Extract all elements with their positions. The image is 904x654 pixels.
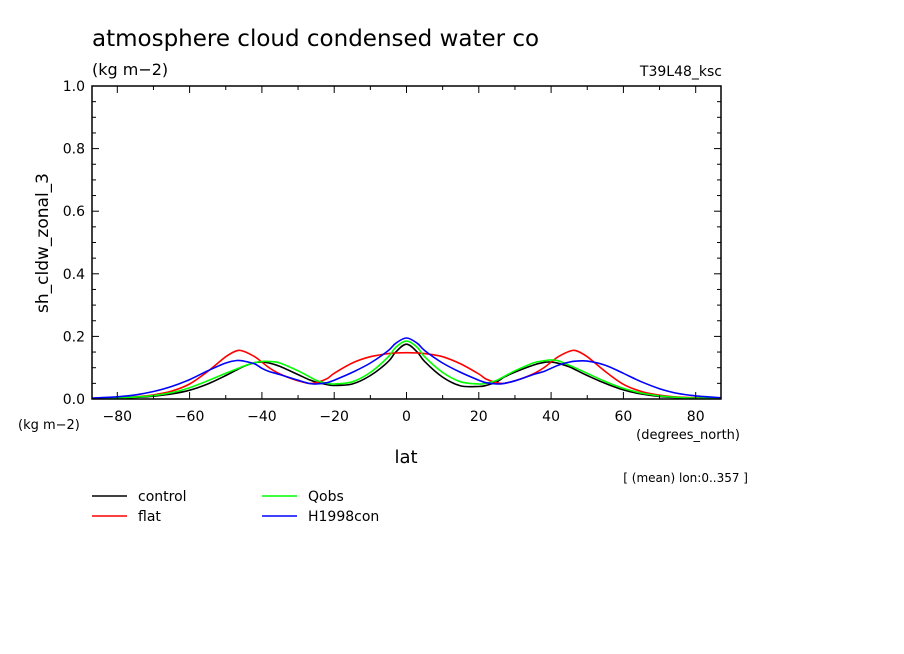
x-tick-label: −60 (175, 409, 205, 425)
y-tick-label: 0.2 (63, 329, 85, 345)
ticks-layer: −80 −60 −40 −20 0 20 40 60 80 0.0 0.2 0.4 0.6 0.8 1.0 (63, 79, 721, 425)
y-tick-label: 0.8 (63, 142, 85, 158)
x-tick-label: −20 (319, 409, 349, 425)
legend: control flat Qobs H1998con (92, 489, 379, 525)
y-axis-units: (kg m−2) (18, 418, 80, 433)
series-line-qobs (91, 340, 722, 400)
title-units: (kg m−2) (92, 60, 168, 79)
series-line-flat (91, 349, 722, 400)
x-tick-label: 20 (470, 409, 488, 425)
x-axis-label: lat (394, 447, 417, 468)
y-tick-label: 0.6 (63, 204, 85, 220)
x-tick-label: 0 (402, 409, 411, 425)
y-axis-label: sh_cldw_zonal_3 (33, 173, 53, 313)
chart-title: atmosphere cloud condensed water co (92, 26, 539, 52)
series-line-h1998con (91, 337, 722, 399)
legend-label-flat: flat (138, 509, 161, 525)
run-label: T39L48_ksc (639, 64, 722, 80)
legend-label-h1998con: H1998con (308, 509, 379, 525)
series-layer (91, 337, 722, 400)
plot-frame (91, 85, 722, 400)
y-tick-label: 0.0 (63, 392, 85, 408)
legend-label-control: control (138, 489, 187, 505)
legend-label-qobs: Qobs (308, 489, 344, 505)
y-tick-label: 0.4 (63, 267, 85, 283)
y-tick-label: 1.0 (63, 79, 85, 95)
x-axis-units: (degrees_north) (636, 428, 740, 443)
x-tick-label: −40 (247, 409, 277, 425)
x-tick-label: 40 (542, 409, 560, 425)
averaging-note: [ (mean) lon:0..357 ] (623, 471, 748, 485)
x-tick-label: 80 (687, 409, 705, 425)
series-line-control (91, 343, 722, 400)
x-tick-label: 60 (614, 409, 632, 425)
x-tick-label: −80 (103, 409, 133, 425)
